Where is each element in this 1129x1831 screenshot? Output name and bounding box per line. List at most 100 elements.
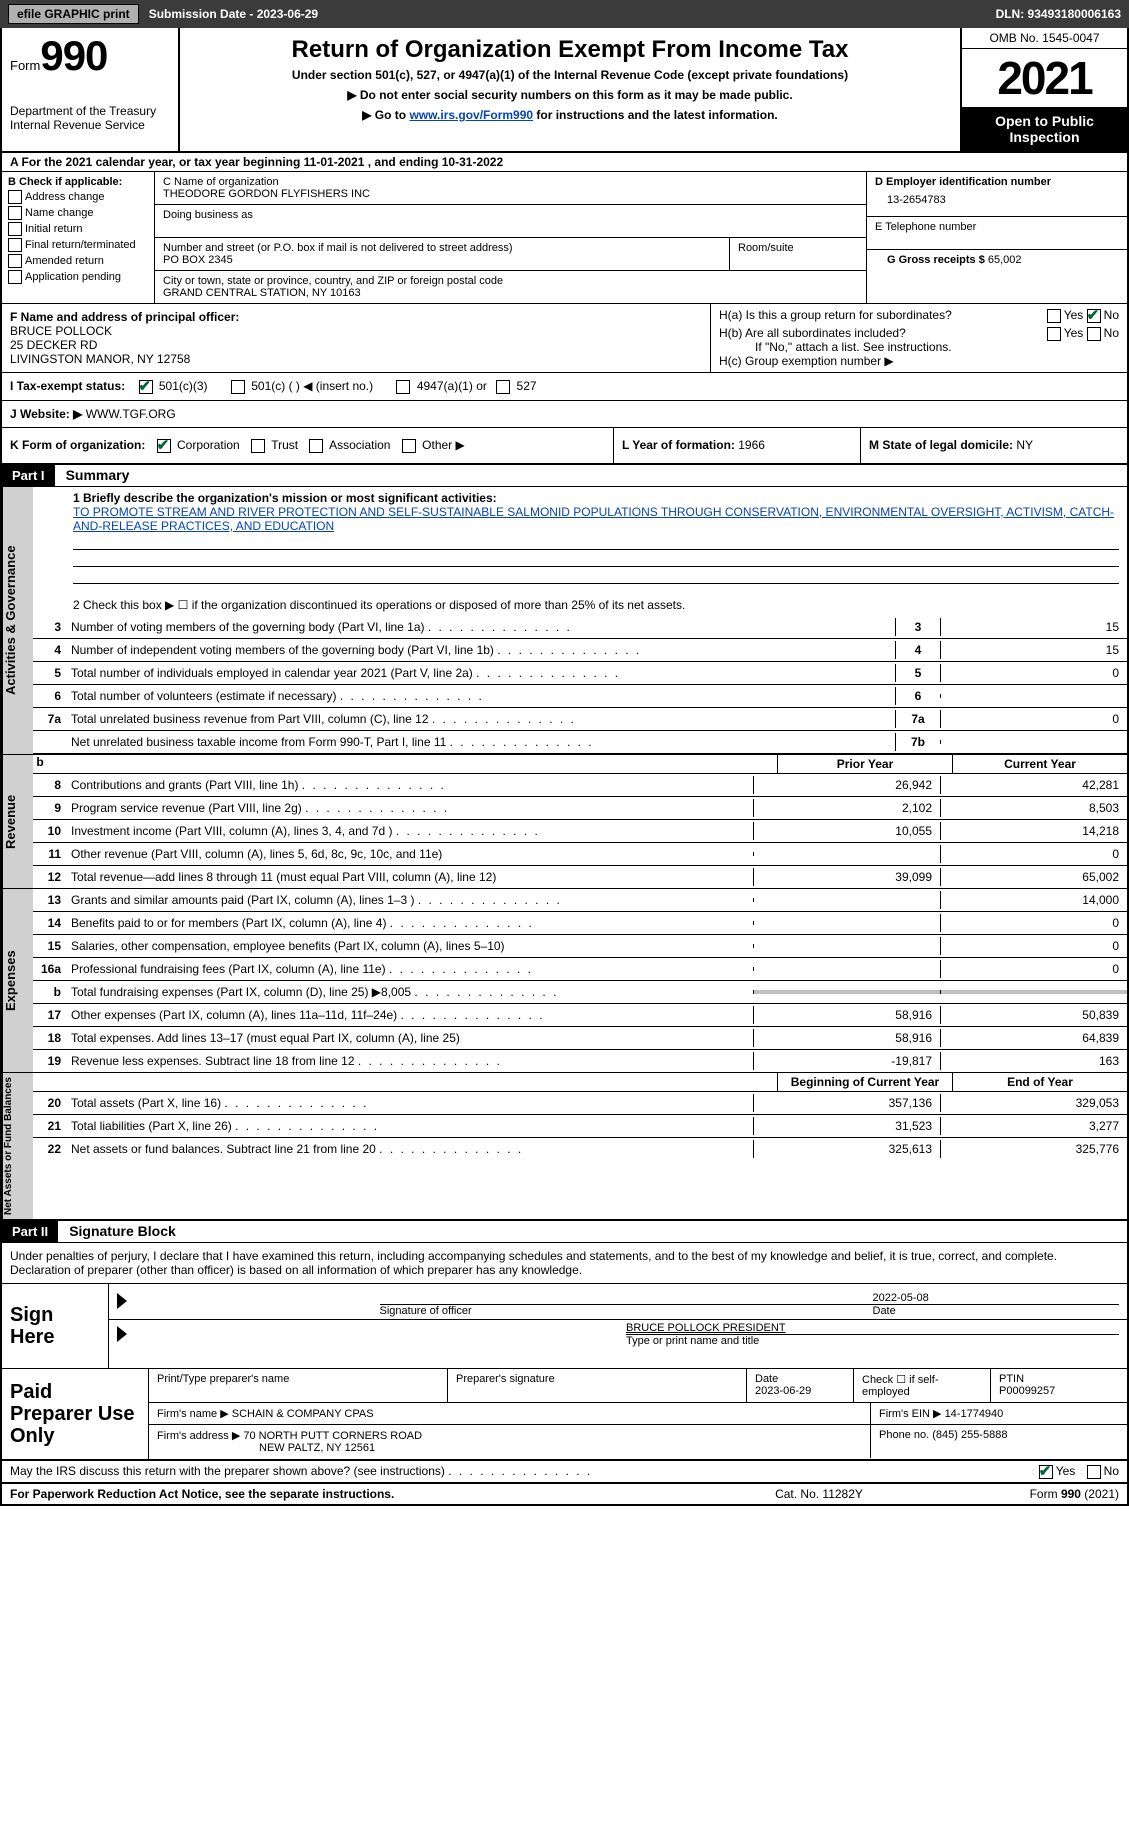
dba-box: Doing business as — [155, 205, 866, 238]
ag-section: Activities & Governance 1 Briefly descri… — [2, 487, 1127, 755]
sig-officer-label: Signature of officer — [380, 1304, 873, 1317]
opt-initial-return[interactable]: Initial return — [8, 222, 148, 236]
open-to-public: Open to Public Inspection — [962, 107, 1127, 151]
net-section: Net Assets or Fund Balances Beginning of… — [2, 1073, 1127, 1221]
hb-note: If "No," attach a list. See instructions… — [719, 340, 1119, 354]
prep-self-box: Check ☐ if self-employed — [854, 1369, 991, 1402]
i-opt3: 4947(a)(1) or — [417, 379, 487, 393]
line-1: 1 Briefly describe the organization's mi… — [33, 487, 1127, 594]
row-a-end: 10-31-2022 — [442, 155, 503, 169]
sig-officer-line: Signature of officer 2022-05-08 Date — [109, 1284, 1127, 1320]
submission-date: Submission Date - 2023-06-29 — [149, 7, 996, 21]
opt-name-change[interactable]: Name change — [8, 206, 148, 220]
summary-line: Net unrelated business taxable income fr… — [33, 731, 1127, 754]
efile-print-button[interactable]: efile GRAPHIC print — [8, 4, 139, 24]
prep-date-value: 2023-06-29 — [755, 1385, 811, 1397]
summary-line: 14Benefits paid to or for members (Part … — [33, 912, 1127, 935]
k-other: Other ▶ — [422, 438, 465, 452]
org-name-box: C Name of organization THEODORE GORDON F… — [155, 172, 866, 205]
row-a-mid: , and ending — [368, 155, 442, 169]
rev-body: b Prior Year Current Year 8Contributions… — [33, 755, 1127, 888]
row-a: A For the 2021 calendar year, or tax yea… — [2, 153, 1127, 172]
dba-label: Doing business as — [163, 209, 858, 221]
dln: DLN: 93493180006163 — [996, 7, 1121, 21]
sig-date-label: Date — [873, 1304, 1120, 1317]
m-label: M State of legal domicile: — [869, 438, 1016, 452]
sign-here-row: Sign Here Signature of officer 2022-05-0… — [2, 1284, 1127, 1369]
f-addr1: 25 DECKER RD — [10, 338, 702, 352]
org-name: THEODORE GORDON FLYFISHERS INC — [163, 188, 858, 200]
summary-line: 18Total expenses. Add lines 13–17 (must … — [33, 1027, 1127, 1050]
room-label: Room/suite — [738, 242, 858, 254]
tel-label: E Telephone number — [875, 221, 1119, 233]
j-value: WWW.TGF.ORG — [86, 407, 176, 421]
summary-line: 9Program service revenue (Part VIII, lin… — [33, 797, 1127, 820]
form-number: 990 — [40, 32, 107, 79]
prep-name-box: Print/Type preparer's name — [149, 1369, 448, 1402]
row-l: L Year of formation: 1966 — [613, 428, 860, 463]
vtab-exp: Expenses — [2, 889, 33, 1072]
line1-label: 1 Briefly describe the organization's mi… — [73, 491, 497, 505]
vtab-ag: Activities & Governance — [2, 487, 33, 754]
col-c: C Name of organization THEODORE GORDON F… — [155, 172, 866, 303]
opt-amended[interactable]: Amended return — [8, 254, 148, 268]
firm-ein-box: Firm's EIN ▶ 14-1774940 — [871, 1403, 1127, 1424]
title-cell: Return of Organization Exempt From Incom… — [180, 28, 960, 151]
summary-line: 15Salaries, other compensation, employee… — [33, 935, 1127, 958]
row-k: K Form of organization: Corporation Trus… — [2, 428, 613, 463]
arrow-icon — [117, 1293, 374, 1309]
rev-section: Revenue b Prior Year Current Year 8Contr… — [2, 755, 1127, 889]
i-opt1: 501(c)(3) — [159, 379, 208, 393]
omb-number: OMB No. 1545-0047 — [962, 28, 1127, 49]
summary-line: 12Total revenue—add lines 8 through 11 (… — [33, 866, 1127, 888]
i-opt4: 527 — [517, 379, 537, 393]
hb-row: H(b) Are all subordinates included? Yes … — [719, 326, 1119, 340]
firm-ein-value: 14-1774940 — [945, 1408, 1004, 1420]
firm-addr2: NEW PALTZ, NY 12561 — [157, 1442, 375, 1454]
f-addr2: LIVINGSTON MANOR, NY 12758 — [10, 352, 702, 366]
ag-body: 1 Briefly describe the organization's mi… — [33, 487, 1127, 754]
ptin-label: PTIN — [999, 1373, 1024, 1385]
irs-link[interactable]: www.irs.gov/Form990 — [409, 108, 533, 122]
f-label: F Name and address of principal officer: — [10, 310, 702, 324]
footer: For Paperwork Reduction Act Notice, see … — [2, 1484, 1127, 1504]
ein-label: D Employer identification number — [875, 176, 1119, 188]
paid-prep-content: Print/Type preparer's name Preparer's si… — [149, 1369, 1127, 1459]
city-box: City or town, state or province, country… — [155, 271, 866, 303]
firm-addr-label: Firm's address ▶ — [157, 1430, 243, 1442]
opt-pending[interactable]: Application pending — [8, 270, 148, 284]
form-footer: Form 990 (2021) — [919, 1487, 1119, 1501]
row-j: J Website: ▶ WWW.TGF.ORG — [2, 401, 1127, 428]
k-corp: Corporation — [177, 438, 240, 452]
hb-no: No — [1104, 326, 1119, 340]
current-year-header: Current Year — [952, 755, 1127, 773]
ein-box: D Employer identification number 13-2654… — [867, 172, 1127, 217]
rev-col-header: b Prior Year Current Year — [33, 755, 1127, 774]
row-m: M State of legal domicile: NY — [860, 428, 1127, 463]
room-box: Room/suite — [730, 238, 866, 270]
col-b-label: B Check if applicable: — [8, 176, 148, 188]
officer-name: BRUCE POLLOCK PRESIDENT — [626, 1322, 1119, 1334]
arrow-icon — [117, 1326, 620, 1342]
form-header: Form990 Department of the Treasury Inter… — [2, 28, 1127, 153]
summary-line: 5Total number of individuals employed in… — [33, 662, 1127, 685]
summary-line: 16aProfessional fundraising fees (Part I… — [33, 958, 1127, 981]
ha-no: No — [1104, 308, 1119, 322]
city-label: City or town, state or province, country… — [163, 275, 858, 287]
firm-phone-box: Phone no. (845) 255-5888 — [871, 1425, 1127, 1458]
prep-date-box: Date 2023-06-29 — [747, 1369, 854, 1402]
form-word: Form — [10, 58, 40, 73]
f-name: BRUCE POLLOCK — [10, 324, 702, 338]
discuss-yes: Yes — [1056, 1464, 1076, 1478]
net-col-header: Beginning of Current Year End of Year — [33, 1073, 1127, 1092]
firm-name-box: Firm's name ▶ SCHAIN & COMPANY CPAS — [149, 1403, 871, 1424]
opt-address-change[interactable]: Address change — [8, 190, 148, 204]
begin-year-header: Beginning of Current Year — [777, 1073, 952, 1091]
firm-name-label: Firm's name ▶ — [157, 1408, 232, 1420]
m-value: NY — [1016, 438, 1033, 452]
opt-final-return[interactable]: Final return/terminated — [8, 238, 148, 252]
k-label: K Form of organization: — [10, 438, 145, 452]
summary-line: 19Revenue less expenses. Subtract line 1… — [33, 1050, 1127, 1072]
line-2: 2 Check this box ▶ ☐ if the organization… — [33, 594, 1127, 616]
instruction-1: ▶ Do not enter social security numbers o… — [188, 88, 952, 102]
